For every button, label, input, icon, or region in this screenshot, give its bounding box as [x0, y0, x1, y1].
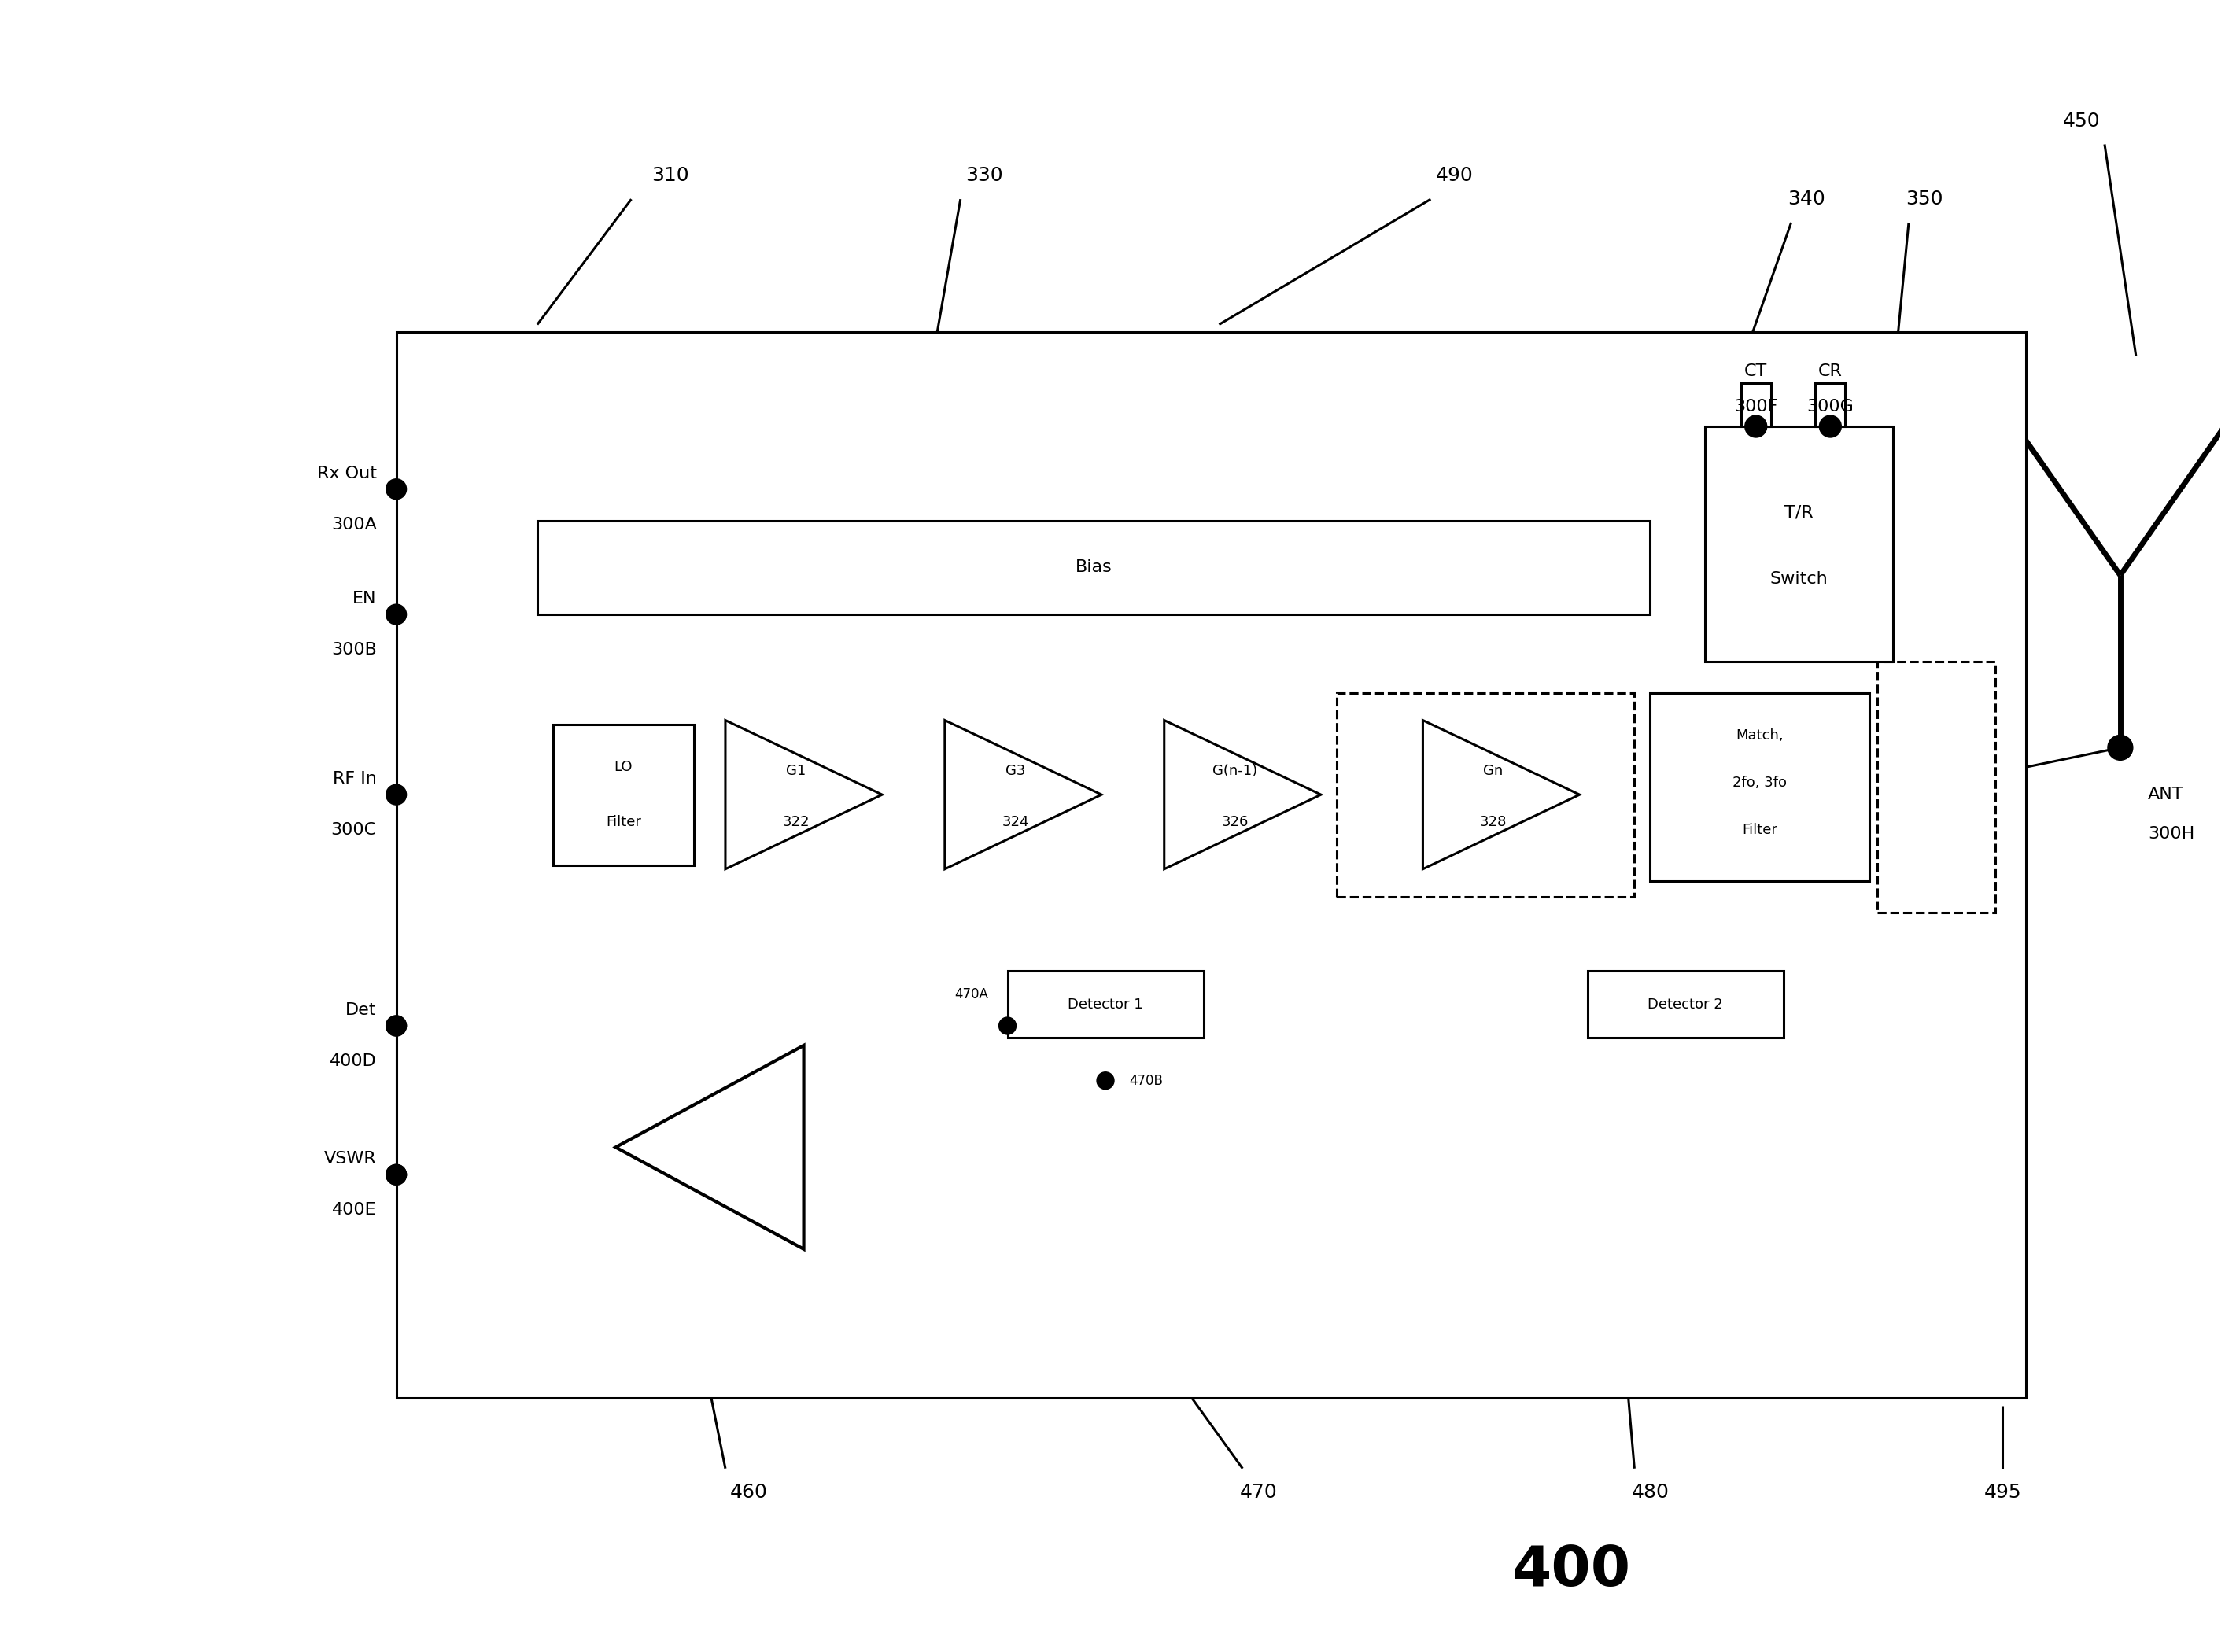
Text: 330: 330 [966, 167, 1003, 185]
Text: 2fo, 3fo: 2fo, 3fo [1733, 776, 1787, 790]
Bar [536, 520, 1651, 615]
Text: 340: 340 [1789, 190, 1824, 208]
Text: VSWR: VSWR [325, 1151, 376, 1166]
Text: Bias: Bias [1075, 560, 1112, 575]
Text: 300A: 300A [332, 517, 376, 532]
Text: G1: G1 [785, 765, 805, 778]
Bar [1337, 692, 1635, 897]
Circle shape [1820, 415, 1842, 438]
Text: 322: 322 [783, 814, 810, 829]
Text: Detector 1: Detector 1 [1068, 998, 1144, 1011]
Text: Rx Out: Rx Out [316, 466, 376, 481]
Text: 328: 328 [1480, 814, 1506, 829]
Text: 300F: 300F [1733, 398, 1778, 415]
Text: 460: 460 [730, 1482, 768, 1502]
Bar [1816, 383, 1845, 426]
Text: 490: 490 [1435, 167, 1473, 185]
Text: 470: 470 [1239, 1482, 1277, 1502]
Circle shape [387, 1016, 407, 1036]
Text: 400: 400 [1513, 1543, 1631, 1597]
Bar [1740, 383, 1771, 426]
Text: 350: 350 [1905, 190, 1942, 208]
Text: 310: 310 [652, 167, 690, 185]
Circle shape [1097, 1072, 1115, 1089]
Text: ANT: ANT [2147, 786, 2183, 803]
Text: 450: 450 [2063, 111, 2100, 131]
Text: 300G: 300G [1807, 398, 1853, 415]
Bar [1878, 661, 1996, 912]
Text: RF In: RF In [334, 771, 376, 786]
Text: Detector 2: Detector 2 [1649, 998, 1722, 1011]
Text: G(n-1): G(n-1) [1213, 765, 1257, 778]
Text: 470A: 470A [955, 988, 988, 1001]
Text: Filter: Filter [605, 814, 641, 829]
Text: 324: 324 [1001, 814, 1028, 829]
Text: T/R: T/R [1784, 506, 1813, 520]
Bar [1704, 426, 1893, 661]
Bar [1008, 971, 1204, 1037]
Bar [396, 332, 2027, 1398]
Circle shape [1744, 415, 1767, 438]
Text: CT: CT [1744, 363, 1767, 380]
Circle shape [387, 1165, 407, 1184]
Text: Det: Det [345, 1003, 376, 1018]
Circle shape [387, 785, 407, 805]
Circle shape [387, 605, 407, 624]
Text: 300C: 300C [332, 823, 376, 838]
Circle shape [387, 479, 407, 499]
Text: CR: CR [1818, 363, 1842, 380]
Text: 480: 480 [1631, 1482, 1669, 1502]
Text: G3: G3 [1006, 765, 1026, 778]
Text: 400D: 400D [329, 1054, 376, 1069]
Text: 495: 495 [1985, 1482, 2023, 1502]
Circle shape [387, 1165, 407, 1184]
Text: 300H: 300H [2147, 826, 2194, 843]
Text: LO: LO [614, 760, 632, 775]
Circle shape [387, 1016, 407, 1036]
Text: 300B: 300B [332, 643, 376, 657]
Text: 470B: 470B [1128, 1074, 1164, 1087]
Text: EN: EN [352, 591, 376, 606]
Text: Match,: Match, [1736, 729, 1784, 743]
Bar [554, 724, 694, 866]
Text: 326: 326 [1222, 814, 1248, 829]
Text: Gn: Gn [1484, 765, 1504, 778]
Bar [1651, 692, 1869, 881]
Text: 400E: 400E [332, 1203, 376, 1218]
Circle shape [999, 1018, 1017, 1034]
Bar [1586, 971, 1782, 1037]
Text: Switch: Switch [1769, 572, 1829, 586]
Circle shape [2107, 735, 2134, 760]
Text: Filter: Filter [1742, 823, 1778, 838]
